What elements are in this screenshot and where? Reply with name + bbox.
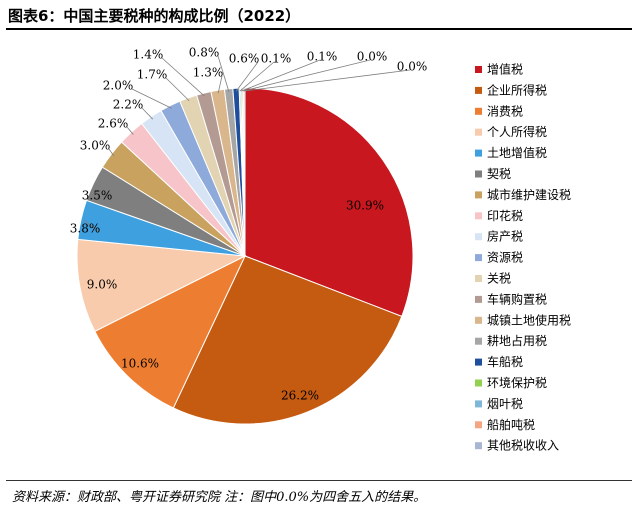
legend-label: 耕地占用税 [487, 333, 547, 348]
legend-label: 环境保护税 [487, 375, 547, 390]
slice-label: 2.6% [98, 117, 129, 131]
legend-label: 资源税 [487, 251, 523, 265]
slice-label: 26.2% [281, 389, 319, 403]
slice-labels: 30.9% 26.2% 10.6% 9.0% 3.8% 3.5% 3.0% 2.6% 2.2% 2… [70, 46, 428, 403]
legend-label: 土地增值税 [487, 145, 547, 160]
slice-label: 1.4% [133, 48, 164, 62]
slice-label: 0.1% [307, 50, 338, 64]
slice-label: 30.9% [346, 199, 384, 213]
leader-line [108, 148, 115, 157]
leader-line [235, 61, 259, 92]
legend-label: 城市维护建设税 [487, 187, 571, 202]
legend-label: 房产税 [487, 229, 523, 244]
legend-label: 关税 [487, 272, 511, 286]
leader-line [217, 75, 223, 94]
legend-label: 增值税 [487, 62, 523, 77]
leader-line [161, 57, 205, 97]
slice-label: 0.8% [189, 46, 220, 60]
legend-label: 消费税 [487, 104, 523, 118]
slice-label: 3.0% [80, 139, 111, 153]
leader-line [217, 55, 230, 92]
pie-slice [244, 87, 414, 318]
legend-swatch [475, 107, 482, 115]
legend-swatch [475, 295, 482, 303]
pie-slices [76, 87, 414, 425]
legend-swatch [475, 442, 482, 450]
slice-label: 1.7% [137, 68, 168, 82]
slice-label: 0.6% [229, 52, 260, 66]
leader-line [239, 61, 275, 92]
slice-label: 2.0% [103, 79, 134, 93]
leader-line [244, 69, 411, 92]
leader-line [95, 184, 112, 200]
legend-swatch [475, 86, 482, 94]
slice-label: 1.3% [193, 66, 224, 80]
legend-swatch [475, 421, 482, 429]
slice-label: 0.0% [397, 60, 428, 74]
leader-line [126, 126, 134, 135]
legend-label: 船舶吨税 [487, 417, 535, 432]
legend-swatch [475, 191, 482, 199]
leader-line [131, 88, 172, 109]
leader-lines [83, 55, 411, 233]
leader-line [83, 219, 100, 233]
slice-label: 0.1% [261, 52, 292, 66]
legend-label: 车船税 [487, 354, 523, 369]
legend-label: 城镇土地使用税 [487, 312, 571, 327]
legend-label: 契税 [487, 167, 511, 181]
leader-line [242, 59, 371, 92]
leader-line [241, 59, 321, 92]
legend-swatch [475, 400, 482, 408]
title-rule [6, 28, 632, 30]
slice-label: 3.5% [82, 189, 113, 203]
legend-swatch [475, 170, 482, 178]
slice-label: 10.6% [121, 357, 159, 371]
legend-swatch [475, 233, 482, 241]
pie-chart: 30.9% 26.2% 10.6% 9.0% 3.8% 3.5% 3.0% 2.6% 2.2% 2… [70, 46, 571, 453]
slice-label: 3.8% [70, 222, 101, 236]
leader-line [165, 77, 190, 102]
pie-slice [76, 238, 247, 333]
slice-label: 2.2% [113, 98, 144, 112]
legend-swatch [475, 149, 482, 157]
legend-label: 其他税收收入 [487, 439, 559, 453]
legend-label: 烟叶税 [487, 397, 523, 411]
footer-rule [6, 480, 632, 481]
legend-swatch [475, 212, 482, 220]
legend-swatch [475, 275, 482, 282]
legend-swatch [475, 358, 482, 366]
legend-label: 印花税 [487, 208, 523, 223]
legend-swatch [475, 254, 482, 262]
leader-line [141, 107, 154, 120]
slice-label: 0.0% [357, 50, 388, 64]
legend-swatch [475, 337, 482, 345]
pie-slice [94, 254, 247, 409]
legend-swatch [475, 379, 482, 387]
pie-slice [172, 255, 403, 425]
legend: 增值税企业所得税消费税个人所得税土地增值税契税城市维护建设税印花税房产税资源税关… [475, 62, 571, 453]
legend-swatch [475, 316, 482, 324]
legend-label: 企业所得税 [487, 82, 547, 97]
slice-label: 9.0% [87, 278, 118, 292]
figure-title: 图表6：中国主要税种的构成比例（2022） [8, 7, 301, 25]
legend-swatch [475, 66, 482, 73]
legend-label: 车辆购置税 [487, 291, 547, 306]
legend-label: 个人所得税 [487, 124, 547, 139]
legend-swatch [475, 128, 482, 136]
source-note: 资料来源：财政部、粤开证券研究院 注：图中0.0%为四舍五入的结果。 [12, 490, 427, 505]
